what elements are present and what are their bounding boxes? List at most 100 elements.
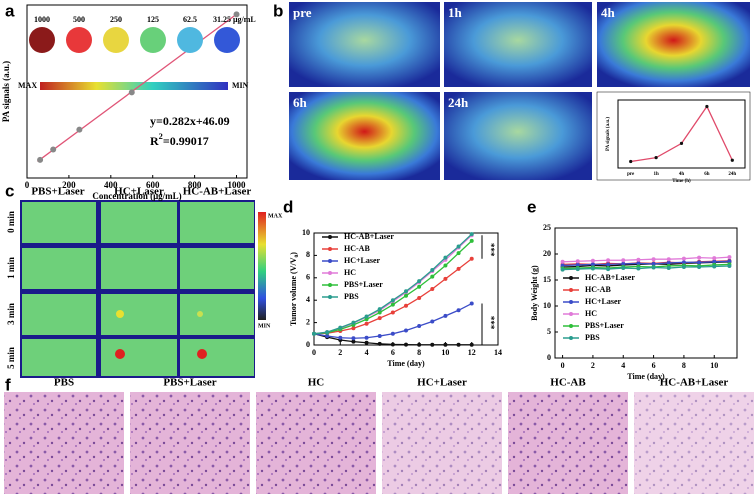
image-label: 4h xyxy=(601,5,616,20)
x-axis-label: Time (h) xyxy=(672,179,691,184)
legend-marker xyxy=(328,295,332,299)
thermal-images xyxy=(20,200,266,378)
point xyxy=(666,266,671,271)
x-axis-label: Time (day) xyxy=(627,372,665,381)
legend-label: HC-AB+Laser xyxy=(585,273,635,282)
x-tick-label: 6 xyxy=(652,361,656,370)
colorbar-label: MAX xyxy=(18,81,37,90)
point xyxy=(456,308,461,313)
y-tick-label: 8 xyxy=(306,250,310,259)
point xyxy=(727,255,732,260)
point xyxy=(430,342,435,347)
legend-marker xyxy=(328,235,332,239)
x-tick-label: 400 xyxy=(104,180,118,190)
annotation: *** xyxy=(486,316,496,330)
point xyxy=(430,287,435,291)
point xyxy=(575,262,580,267)
point xyxy=(430,274,435,279)
image-label: pre xyxy=(293,5,312,20)
x-tick-label: 600 xyxy=(146,180,160,190)
sample-label: 1000 xyxy=(34,15,50,24)
sample-label: 62.5 xyxy=(183,15,197,24)
point xyxy=(443,342,448,347)
y-tick-label: 5 xyxy=(547,327,551,336)
point xyxy=(727,259,732,264)
legend-marker xyxy=(569,312,573,316)
y-axis-label: PA signals (a.u.) xyxy=(1,61,11,122)
point xyxy=(233,11,240,18)
point xyxy=(404,328,408,333)
x-tick-label: 4 xyxy=(621,361,625,370)
point xyxy=(417,295,422,300)
point xyxy=(76,126,83,133)
point xyxy=(697,260,702,265)
x-tick-label: 24h xyxy=(728,172,736,177)
image-label: HC xyxy=(308,377,325,389)
point xyxy=(377,334,382,339)
annotation: R2=0.99017 xyxy=(150,132,209,147)
x-tick-label: 0 xyxy=(561,361,565,370)
legend-label: HC-AB+Laser xyxy=(344,232,394,241)
point xyxy=(404,342,408,347)
x-axis-label: Time (day) xyxy=(387,359,425,368)
point xyxy=(697,255,702,260)
scale-label: MAX xyxy=(268,213,283,219)
y-tick-label: 0 xyxy=(547,353,551,362)
sample xyxy=(177,27,203,53)
image-label: HC-AB+Laser xyxy=(660,377,729,389)
series-line xyxy=(562,265,730,271)
point xyxy=(364,317,369,322)
x-tick-label: 0 xyxy=(312,348,316,357)
y-axis-label-part: 0 xyxy=(294,255,300,258)
point xyxy=(364,314,369,319)
point xyxy=(712,259,717,264)
point xyxy=(430,319,435,324)
legend-label: PBS+Laser xyxy=(344,280,383,289)
x-tick-label: 0 xyxy=(25,180,30,190)
point xyxy=(469,238,474,243)
point xyxy=(469,342,474,347)
point xyxy=(456,251,461,256)
point xyxy=(621,258,626,263)
sample xyxy=(140,27,166,53)
y-axis-label-part: Tumor volume (V/V xyxy=(289,257,298,326)
image-label: 1h xyxy=(448,5,463,20)
point xyxy=(456,266,461,271)
x-tick-label: 1000 xyxy=(228,180,247,190)
point xyxy=(417,342,422,347)
legend-marker xyxy=(328,259,332,263)
pa-images xyxy=(289,2,751,181)
point xyxy=(679,141,684,145)
point xyxy=(606,262,611,267)
image-label: PBS xyxy=(54,377,74,389)
point xyxy=(560,263,565,268)
annotation: y=0.282x+46.09 xyxy=(150,114,230,128)
point xyxy=(469,256,474,261)
column-label: HC+Laser xyxy=(114,186,164,198)
row-label: 1 min xyxy=(6,257,16,279)
image-label: PBS+Laser xyxy=(163,377,216,389)
point xyxy=(37,156,44,163)
point xyxy=(697,265,702,269)
y-tick-label: 25 xyxy=(543,223,551,232)
column-label: HC-AB+Laser xyxy=(183,186,252,198)
point xyxy=(417,323,422,328)
point xyxy=(590,258,595,263)
legend-marker xyxy=(569,288,573,292)
point xyxy=(560,259,565,264)
point xyxy=(443,255,448,260)
point xyxy=(377,307,382,312)
point xyxy=(712,264,717,269)
legend-marker xyxy=(328,283,332,287)
image-label: HC+Laser xyxy=(417,377,467,389)
plot-frame xyxy=(26,4,248,179)
y-axis-label-part: ) xyxy=(289,252,298,255)
x-axis-label: Concentration (μg/mL) xyxy=(92,191,181,201)
x-tick-label: 4 xyxy=(365,348,369,357)
point xyxy=(351,320,356,325)
point xyxy=(636,257,641,262)
panel-label: e xyxy=(527,197,536,216)
image-label: 6h xyxy=(293,95,308,110)
panel-label: d xyxy=(283,197,293,216)
point xyxy=(50,146,57,153)
